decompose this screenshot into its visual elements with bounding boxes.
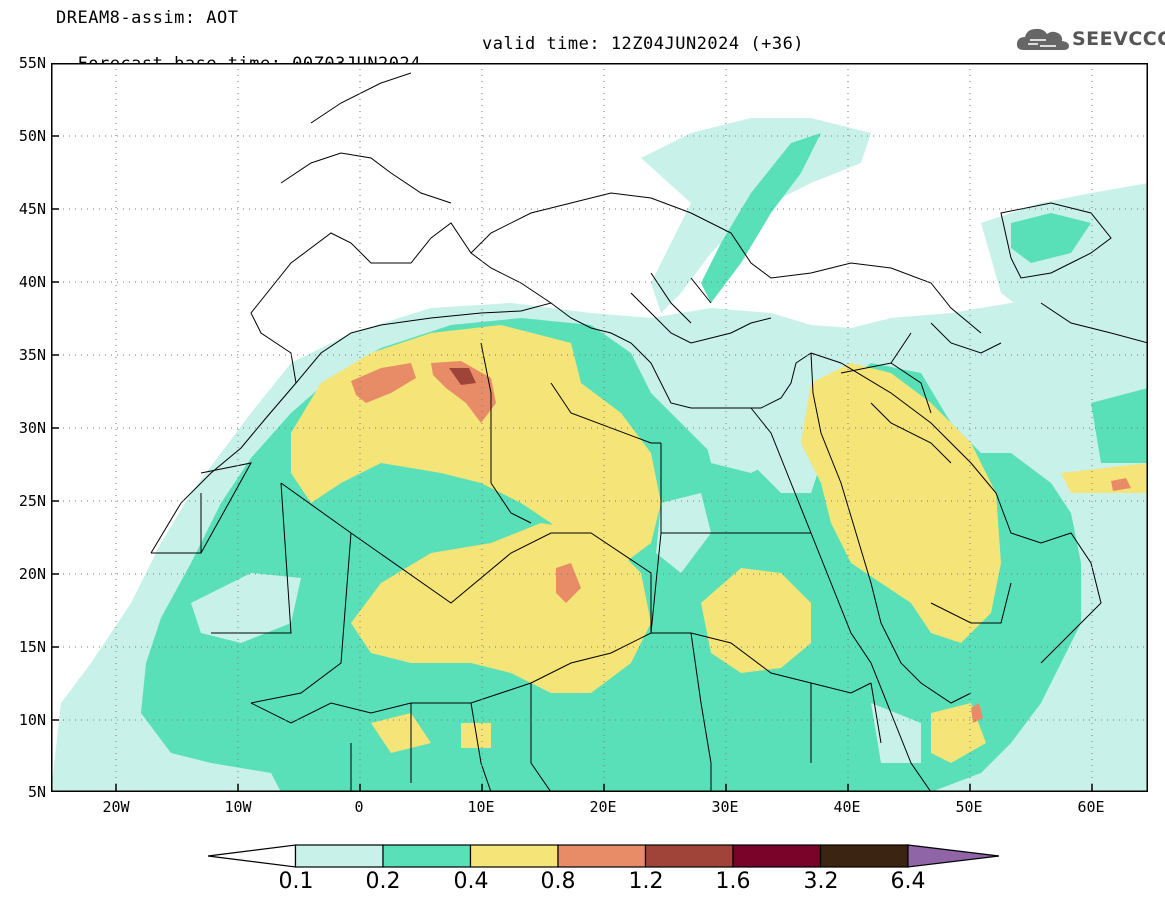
lon-label: 60E <box>1077 798 1105 816</box>
colorbar-cell <box>382 844 472 868</box>
colorbar-cell <box>469 844 559 868</box>
aot-band-1.2 <box>449 368 476 385</box>
lat-label: 20N <box>18 565 46 583</box>
lat-label: 35N <box>18 346 46 364</box>
lat-label: 25N <box>18 492 46 510</box>
lon-label: 10W <box>224 798 252 816</box>
lat-label: 55N <box>18 54 46 72</box>
colorbar-cell <box>819 844 909 868</box>
legend-label: 0.2 <box>365 869 401 894</box>
colorbar-cell <box>907 844 1000 868</box>
map-frame <box>51 63 1148 792</box>
cloud-icon <box>1016 28 1069 50</box>
colorbar-cell <box>557 844 647 868</box>
legend-label: 0.1 <box>278 869 314 894</box>
lat-label: 50N <box>18 127 46 145</box>
lat-label: 45N <box>18 200 46 218</box>
lon-label: 20E <box>589 798 617 816</box>
valid-time: valid time: 12Z04JUN2024 (+36) <box>482 34 805 54</box>
colorbar-cell <box>207 844 297 868</box>
lat-label: 30N <box>18 419 46 437</box>
lat-label: 10N <box>18 711 46 729</box>
lon-label: 50E <box>955 798 983 816</box>
legend-label: 0.8 <box>540 869 576 894</box>
lon-label: 10E <box>467 798 495 816</box>
aot-colorbar <box>207 844 1000 868</box>
lat-label: 15N <box>18 638 46 656</box>
colorbar-cell <box>732 844 822 868</box>
lon-label: 20W <box>102 798 130 816</box>
aot-band-0.8 <box>351 361 1131 723</box>
legend-label: 3.2 <box>803 869 839 894</box>
aot-map <box>51 63 1148 792</box>
lon-label: 0 <box>354 798 364 816</box>
colorbar-cell <box>294 844 384 868</box>
lat-label: 5N <box>27 783 46 801</box>
legend-label: 6.4 <box>890 869 926 894</box>
lon-label: 30E <box>711 798 739 816</box>
lon-label: 40E <box>833 798 861 816</box>
legend-label: 1.2 <box>628 869 664 894</box>
logo-text: SEEVCCC <box>1072 28 1165 50</box>
map-title: DREAM8-assim: AOT <box>56 8 239 28</box>
lat-label: 40N <box>18 273 46 291</box>
colorbar-cell <box>644 844 734 868</box>
legend-label: 0.4 <box>453 869 489 894</box>
legend-label: 1.6 <box>715 869 751 894</box>
seevccc-logo: SEEVCCC <box>1016 24 1165 56</box>
